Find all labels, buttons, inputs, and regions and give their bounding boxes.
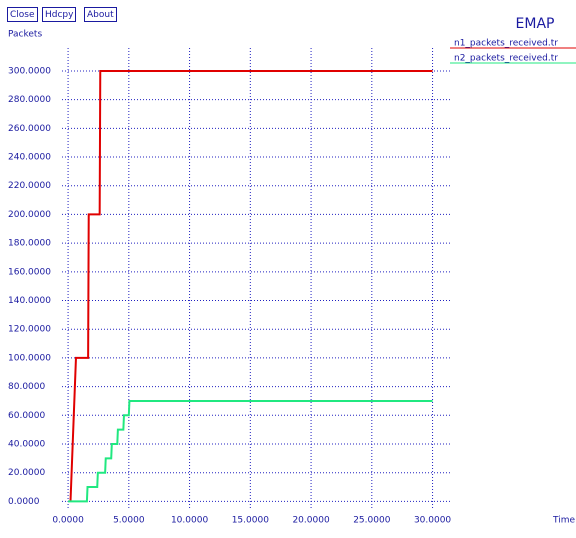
about-button[interactable]: About	[84, 7, 117, 22]
x-tick-label: 10.0000	[171, 516, 208, 526]
y-axis-label: Packets	[8, 30, 42, 40]
y-tick-label: 300.0000	[8, 66, 51, 76]
hardcopy-button[interactable]: Hdcpy	[42, 7, 77, 22]
y-tick-label: 180.0000	[8, 239, 51, 249]
x-axis-label: Time	[552, 516, 575, 526]
x-tick-label: 30.0000	[414, 516, 451, 526]
y-tick-label: 280.0000	[8, 95, 51, 105]
y-tick-label: 200.0000	[8, 210, 51, 220]
legend-label: n2_packets_received.tr	[454, 54, 558, 64]
y-tick-label: 0.0000	[8, 497, 40, 507]
x-tick-label: 5.0000	[113, 516, 145, 526]
y-tick-label: 220.0000	[8, 181, 51, 191]
x-tick-label: 0.0000	[52, 516, 84, 526]
y-tick-label: 240.0000	[8, 153, 51, 163]
y-tick-label: 160.0000	[8, 267, 51, 277]
y-tick-label: 80.0000	[8, 382, 45, 392]
y-tick-label: 140.0000	[8, 296, 51, 306]
close-button[interactable]: Close	[7, 7, 38, 22]
y-tick-label: 40.0000	[8, 440, 45, 450]
x-tick-label: 15.0000	[232, 516, 269, 526]
x-tick-label: 25.0000	[353, 516, 390, 526]
y-tick-label: 60.0000	[8, 411, 45, 421]
chart-title: EMAP	[516, 16, 555, 32]
y-tick-label: 120.0000	[8, 325, 51, 335]
series-line	[69, 69, 433, 502]
legend-label: n1_packets_received.tr	[454, 39, 558, 49]
series-line	[68, 399, 433, 503]
y-tick-label: 260.0000	[8, 124, 51, 134]
x-tick-label: 20.0000	[292, 516, 329, 526]
y-tick-label: 100.0000	[8, 353, 51, 363]
y-tick-label: 20.0000	[8, 468, 45, 478]
